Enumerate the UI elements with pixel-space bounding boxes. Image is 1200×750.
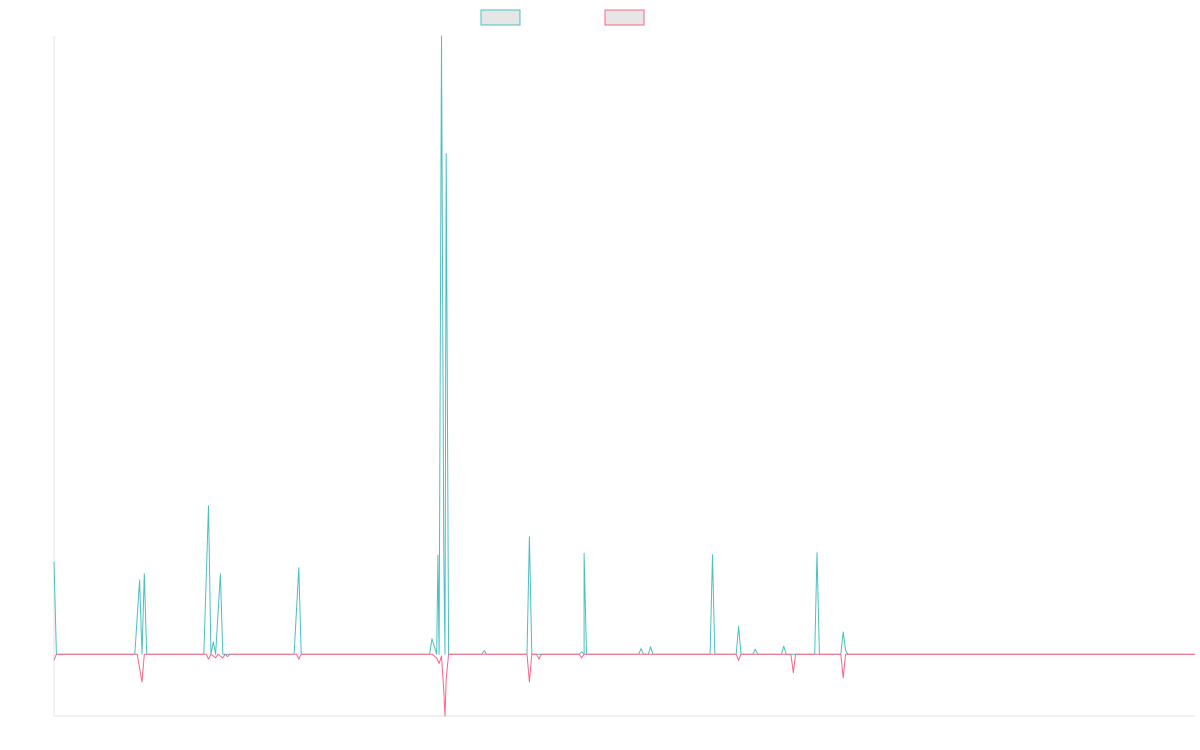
legend-item[interactable] <box>480 9 521 26</box>
series-group <box>53 35 1195 717</box>
legend-swatch <box>480 9 521 26</box>
legend-item[interactable] <box>604 9 645 26</box>
series-line-1 <box>53 35 1195 655</box>
legend-swatch <box>604 9 645 26</box>
series-line-2 <box>53 653 1195 717</box>
legend <box>480 9 645 26</box>
axes <box>53 36 1195 717</box>
